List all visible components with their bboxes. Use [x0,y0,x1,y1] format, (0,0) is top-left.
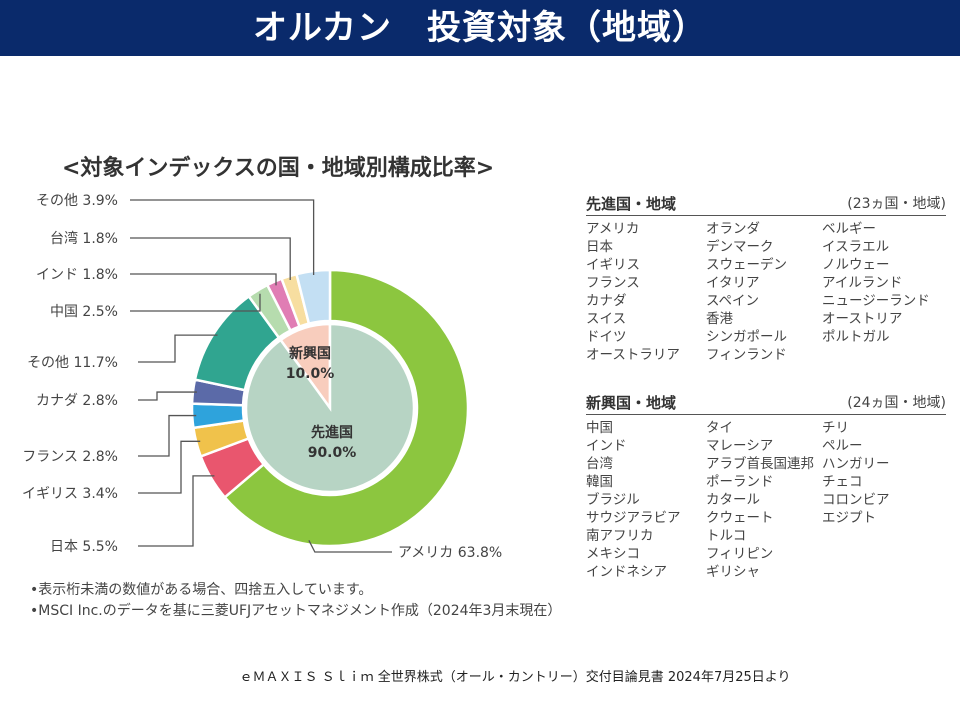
developed-country: オーストリア [822,311,903,327]
leader-line [138,475,215,547]
ring-slice [223,268,470,548]
emerging-countries-table: 新興国・地域 (24ヵ国・地域) 中国インド台湾韓国ブラジルサウジアラビア 南アフ… [586,392,946,581]
developed-country: オーストラリア [586,347,680,363]
emerging-column: チリペルーハンガリーチェココロンビアエジプト [822,419,890,527]
emerging-country: エジプト [822,510,876,526]
developed-country: イタリア [706,275,760,291]
emerging-country: チリ [822,420,849,436]
source-citation: ｅＭＡＸＩＳ Ｓｌｉｍ 全世界株式（オール・カントリー）交付目論見書 2024年… [239,670,791,685]
emerging-table-body: 中国 インド 台湾 韓国 ブラジル サウジアラビア 南アフリカ メキシコ インドネシア タイ マレー… [586,419,946,581]
emerging-column: 中国インド台湾韓国ブラジルサウジアラビア 南アフリカメキシコインドネシア [586,419,681,581]
ring-slice [295,268,332,326]
emerging-country: フィリピン [706,546,774,562]
developed-column: ベルギーイスラエルノルウェーアイルランドニュージーランド オーストリア ポルトガル [822,220,930,346]
emerging-country: 南アフリカ [586,528,654,544]
inner-label: 新興国 [289,345,331,362]
developed-title: 先進国・地域 [586,195,677,213]
leader-line [130,273,277,286]
slice-label: フランス 2.8% [22,449,118,465]
emerging-column: タイマレーシアアラブ首長国連邦 ポーランドカタールクウェートトルコフィリピンギリシ… [706,419,814,581]
developed-country: 日本 [586,239,613,255]
emerging-title: 新興国・地域 [586,394,677,412]
developed-country: スペイン [706,293,760,309]
emerging-country: インド [586,438,627,454]
slice-label: カナダ 2.8% [36,393,118,409]
footnotes: •表示桁未満の数値がある場合、四捨五入しています。 •MSCI Inc.のデータ… [30,580,561,622]
emerging-country: チェコ [822,474,863,490]
slice-label: その他 11.7% [27,355,118,371]
emerging-country: ハンガリー [822,456,890,472]
developed-country: オランダ [706,221,760,237]
developed-country: ニュージーランド [822,293,930,309]
leader-line [130,237,291,281]
developed-country: イギリス [586,257,640,273]
leader-line [308,540,392,553]
emerging-country: 韓国 [586,474,613,490]
developed-column: アメリカ日本イギリスフランスカナダスイスドイツオーストラリア [586,220,680,364]
emerging-country: インドネシア [586,564,667,580]
leader-line [130,199,315,276]
emerging-count: (24ヵ国・地域) [847,395,946,411]
inner-value-label: 10.0% [286,366,335,382]
slice-label: 台湾 1.8% [50,230,118,247]
developed-country: イスラエル [822,239,890,255]
footnote: •表示桁未満の数値がある場合、四捨五入しています。 [30,582,373,598]
developed-country: 香港 [706,311,733,327]
emerging-country: 台湾 [586,456,613,472]
chart-title: <対象インデックスの国・地域別構成比率> [62,156,495,181]
developed-country: フィンランド [706,347,787,363]
developed-country: スウェーデン [706,257,787,273]
leader-line [138,440,201,494]
slice-label: その他 3.9% [36,193,118,209]
emerging-country: ギリシャ [706,564,760,580]
emerging-country: ポーランド [706,474,774,490]
footnote: •MSCI Inc.のデータを基に三菱UFJアセットマネジメント作成（2024年… [30,603,562,619]
slice-label: インド 1.8% [36,267,118,283]
developed-country: シンガポール [706,329,787,345]
emerging-country: サウジアラビア [586,510,681,526]
emerging-country: マレーシア [706,438,774,454]
developed-country: デンマーク [706,239,774,255]
developed-table-body: アメリカ 日本 イギリス フランス カナダ スイス ドイツ オーストラリア オランダ デンマークス… [586,220,946,364]
developed-country: ベルギー [822,221,876,237]
slice-label: イギリス 3.4% [22,486,118,502]
emerging-country: タイ [706,420,733,436]
developed-country: フランス [586,275,640,291]
slice-label: 中国 2.5% [50,304,118,320]
developed-country: アイルランド [822,275,903,291]
leader-line [138,334,218,363]
leader-line [138,414,197,457]
inner-label: 先進国 [311,424,353,441]
emerging-country: 中国 [586,420,613,436]
leader-line [130,293,261,312]
emerging-country: コロンビア [822,492,890,508]
developed-countries-table: 先進国・地域 (23ヵ国・地域) アメリカ日本イギリスフランスカナダスイスドイツ… [586,193,946,364]
inner-value-label: 90.0% [308,445,357,461]
page-title: オルカン 投資対象（地域） [253,8,707,48]
emerging-country: ブラジル [586,492,640,508]
emerging-country: メキシコ [586,546,640,562]
developed-table-header: 先進国・地域 (23ヵ国・地域) [586,193,946,216]
emerging-country: トルコ [706,528,747,544]
emerging-country: カタール [706,492,760,508]
developed-country: カナダ [586,293,627,309]
developed-country: ドイツ [586,329,627,345]
developed-country: ノルウェー [822,257,890,273]
emerging-country: アラブ首長国連邦 [706,456,814,472]
emerging-country: クウェート [706,510,774,526]
developed-country: スイス [586,311,627,327]
emerging-table-header: 新興国・地域 (24ヵ国・地域) [586,392,946,415]
developed-count: (23ヵ国・地域) [847,196,946,212]
leader-line [138,391,197,401]
developed-column: オランダデンマークスウェーデン イタリアスペイン香港シンガポール フィンランド [706,220,787,364]
slice-label: 日本 5.5% [50,539,118,555]
title-bar: オルカン 投資対象（地域） [0,0,960,56]
inner-slice [244,322,416,494]
emerging-country: ペルー [822,438,863,454]
slice-label: アメリカ 63.8% [398,545,502,561]
developed-country: アメリカ [586,221,640,237]
developed-country: ポルトガル [822,329,890,345]
